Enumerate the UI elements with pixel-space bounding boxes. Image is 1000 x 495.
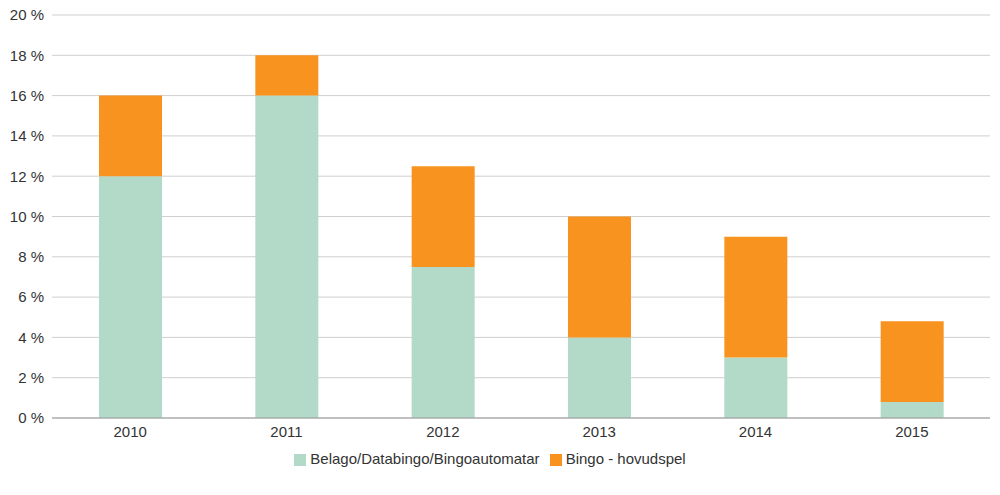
svg-text:2012: 2012 bbox=[426, 423, 459, 440]
svg-text:0 %: 0 % bbox=[18, 409, 44, 426]
svg-text:2 %: 2 % bbox=[18, 369, 44, 386]
svg-text:10 %: 10 % bbox=[10, 208, 44, 225]
svg-text:4 %: 4 % bbox=[18, 329, 44, 346]
svg-text:2011: 2011 bbox=[270, 423, 302, 440]
svg-text:2015: 2015 bbox=[895, 423, 928, 440]
svg-text:8 %: 8 % bbox=[18, 248, 44, 265]
html-text:Bingo - hovudspel: Bingo - hovudspel bbox=[565, 450, 686, 467]
svg-text:2013: 2013 bbox=[582, 423, 615, 440]
svg-text:16 %: 16 % bbox=[10, 87, 44, 104]
svg-text:6 %: 6 % bbox=[18, 288, 44, 305]
svg-text:20 %: 20 % bbox=[10, 6, 44, 23]
svg-text:12 %: 12 % bbox=[10, 168, 44, 185]
svg-text:14 %: 14 % bbox=[10, 127, 44, 144]
svg-text:2014: 2014 bbox=[739, 423, 772, 440]
svg-text:18 %: 18 % bbox=[10, 47, 44, 64]
html-text:Belago/Databingo/Bingoautomata: Belago/Databingo/Bingoautomatar bbox=[310, 450, 540, 467]
svg-text:2010: 2010 bbox=[113, 423, 146, 440]
